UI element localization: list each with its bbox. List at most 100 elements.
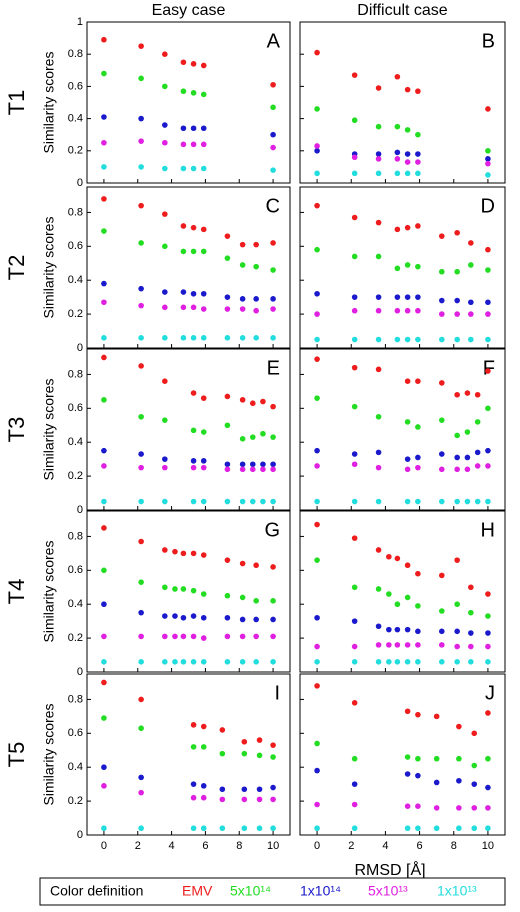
point <box>485 447 491 454</box>
point <box>200 635 207 641</box>
point <box>468 299 474 306</box>
point <box>468 336 474 343</box>
point <box>438 628 445 635</box>
point <box>101 764 107 771</box>
point <box>162 289 168 295</box>
point <box>162 211 168 217</box>
point <box>375 642 382 648</box>
panel-label: G <box>264 519 280 541</box>
point <box>138 413 144 420</box>
point <box>433 825 440 832</box>
point <box>375 659 382 665</box>
point <box>200 783 207 789</box>
point <box>162 165 168 172</box>
point <box>190 165 197 172</box>
panel-frame <box>86 510 291 673</box>
point <box>438 268 445 275</box>
legend-entry: 1x10¹³ <box>437 883 477 899</box>
point <box>270 104 276 111</box>
point <box>138 75 144 82</box>
point <box>433 779 440 786</box>
row-label: T3 <box>4 417 29 443</box>
point <box>351 72 358 78</box>
point <box>468 584 474 591</box>
point <box>270 659 276 665</box>
point <box>138 696 144 703</box>
point <box>241 750 248 757</box>
y-tick-label: 0.6 <box>68 240 83 252</box>
x-tick-label: 6 <box>202 840 208 852</box>
point <box>314 825 320 832</box>
point <box>270 335 276 341</box>
point <box>415 88 421 95</box>
point <box>468 659 474 665</box>
point <box>456 723 462 730</box>
point <box>200 464 207 471</box>
point <box>404 642 411 648</box>
point <box>464 498 471 505</box>
point <box>314 659 320 665</box>
point <box>239 296 246 302</box>
point <box>101 354 107 361</box>
point <box>375 85 382 91</box>
point <box>314 336 320 343</box>
point <box>351 170 358 177</box>
point <box>138 285 144 292</box>
point <box>314 395 320 401</box>
point <box>190 722 197 728</box>
point <box>239 616 246 623</box>
point <box>190 781 197 787</box>
point <box>253 307 259 314</box>
point <box>351 336 358 343</box>
point <box>200 591 207 597</box>
point <box>351 498 358 505</box>
point <box>190 464 197 471</box>
point <box>454 643 460 650</box>
y-axis-label: Similarity scores <box>41 541 57 643</box>
point <box>256 737 263 743</box>
y-tick-label: 0.6 <box>68 80 83 92</box>
point <box>256 796 263 803</box>
point <box>190 61 197 67</box>
y-tick-label: 0.8 <box>68 693 83 705</box>
point <box>138 115 144 122</box>
point <box>270 633 276 640</box>
point <box>394 555 401 562</box>
point <box>351 755 358 762</box>
point <box>464 429 471 435</box>
point <box>351 117 358 124</box>
point <box>485 368 491 374</box>
point <box>253 659 259 665</box>
point <box>474 419 481 425</box>
point <box>351 307 358 314</box>
point <box>471 805 478 811</box>
point <box>456 825 462 832</box>
point <box>138 774 144 781</box>
point <box>464 466 471 473</box>
point <box>314 148 320 154</box>
point <box>314 170 320 177</box>
point <box>101 164 107 170</box>
point <box>180 550 187 557</box>
point <box>454 336 460 343</box>
y-tick-label: 0 <box>77 829 83 841</box>
point <box>256 825 263 832</box>
point <box>190 290 197 297</box>
point <box>253 598 259 604</box>
point <box>415 498 421 505</box>
point <box>138 659 144 665</box>
point <box>180 125 187 132</box>
point <box>404 170 411 177</box>
point <box>180 141 187 148</box>
point <box>172 586 178 592</box>
point <box>224 592 231 599</box>
point <box>454 268 460 275</box>
point <box>351 403 358 410</box>
point <box>375 307 382 314</box>
point <box>394 642 401 648</box>
point <box>200 91 207 98</box>
legend-entry: EMV <box>182 883 213 899</box>
row-label: T4 <box>4 579 29 605</box>
point <box>190 390 197 396</box>
point <box>249 434 256 440</box>
